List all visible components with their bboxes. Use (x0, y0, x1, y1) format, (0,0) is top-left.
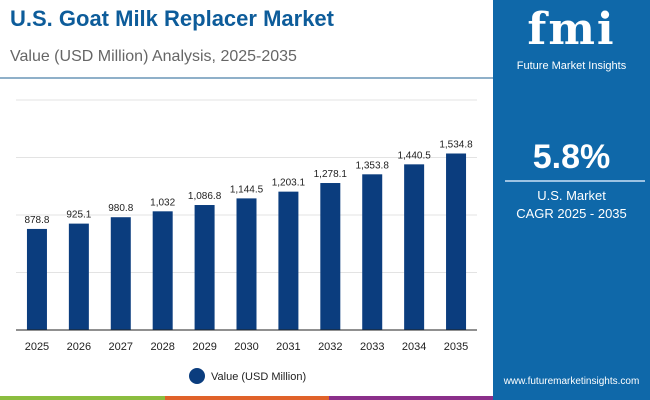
data-label: 980.8 (108, 203, 133, 214)
data-label: 1,278.1 (314, 169, 348, 180)
data-label: 878.8 (24, 215, 49, 226)
data-label: 1,032 (150, 197, 175, 208)
bar-2026 (68, 223, 89, 330)
x-tick-label: 2026 (67, 341, 91, 353)
strip-purple (329, 396, 493, 400)
legend-label: Value (USD Million) (211, 371, 306, 383)
bar-2027 (110, 217, 131, 330)
x-tick-label: 2027 (109, 341, 133, 353)
bar-2025 (26, 228, 47, 330)
side-panel: fmi Future Market Insights 5.8% U.S. Mar… (493, 0, 650, 400)
x-tick-label: 2031 (276, 341, 300, 353)
logo-text: Future Market Insights (516, 60, 627, 72)
data-label: 925.1 (66, 210, 91, 221)
x-tick-label: 2033 (360, 341, 384, 353)
chart-subtitle: Value (USD Million) Analysis, 2025-2035 (10, 48, 297, 65)
legend-marker (189, 368, 205, 384)
x-tick-label: 2032 (318, 341, 342, 353)
bar-2028 (152, 211, 173, 330)
data-label: 1,144.5 (230, 184, 264, 195)
cagr-value: 5.8% (532, 138, 611, 176)
website-link[interactable]: www.futuremarketinsights.com (503, 376, 640, 387)
data-label: 1,440.5 (397, 150, 431, 161)
bar-2029 (194, 205, 215, 330)
x-tick-label: 2035 (444, 341, 468, 353)
data-label: 1,353.8 (356, 160, 390, 171)
data-label: 1,534.8 (439, 139, 473, 150)
strip-green (0, 396, 165, 400)
data-label: 1,086.8 (188, 191, 222, 202)
bar-2034 (404, 164, 425, 330)
chart-title: U.S. Goat Milk Replacer Market (10, 6, 334, 31)
x-tick-label: 2034 (402, 341, 426, 353)
x-tick-label: 2028 (150, 341, 174, 353)
cagr-period: CAGR 2025 - 2035 (516, 206, 627, 221)
bar-2033 (362, 174, 383, 330)
x-tick-label: 2030 (234, 341, 258, 353)
data-label: 1,203.1 (272, 178, 306, 189)
bar-2031 (278, 191, 299, 330)
divider (505, 180, 645, 182)
strip-orange (165, 396, 329, 400)
fmi-logo: fmi (527, 4, 616, 55)
bar-chart: 878.8 2025 925.1 2026 980.8 2027 1,032 2028 1,08… (16, 99, 477, 384)
cagr-label: U.S. Market (537, 188, 606, 203)
x-tick-label: 2029 (192, 341, 216, 353)
bar-2030 (236, 198, 257, 330)
divider (0, 77, 493, 79)
bar-2032 (320, 183, 341, 330)
bar-2035 (446, 153, 467, 330)
x-tick-label: 2025 (25, 341, 49, 353)
